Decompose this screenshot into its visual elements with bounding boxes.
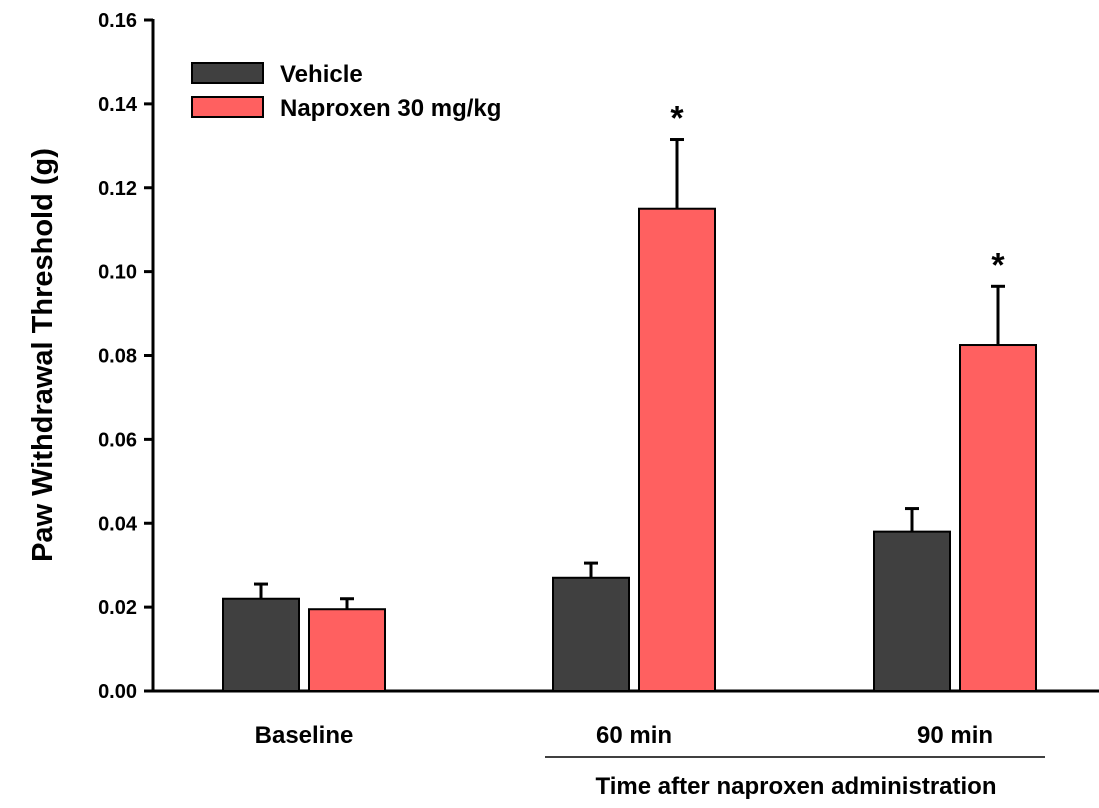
bar <box>222 597 300 692</box>
y-tick-label: 0.14 <box>98 94 138 116</box>
bar <box>308 608 386 692</box>
legend-swatch <box>191 62 264 84</box>
bars: ** <box>222 100 1037 693</box>
legend-swatch <box>191 96 264 118</box>
y-tick-label: 0.08 <box>98 346 137 368</box>
y-tick-label: 0.12 <box>98 178 137 200</box>
x-tick-label: Baseline <box>255 722 354 749</box>
bar <box>552 576 630 692</box>
y-tick-label: 0.10 <box>98 262 137 284</box>
bar <box>959 344 1037 692</box>
significance-mark: * <box>670 100 684 138</box>
x-tick-label: 90 min <box>917 722 993 749</box>
legend-label: Vehicle <box>280 61 363 88</box>
y-axis: 0.00 0.02 0.04 0.06 0.08 0.10 0.12 0.14 0.16 <box>98 10 155 703</box>
y-tick-label: 0.02 <box>98 597 137 619</box>
legend: Vehicle Naproxen 30 mg/kg <box>191 61 501 122</box>
bar <box>873 530 951 693</box>
y-tick-label: 0.06 <box>98 429 137 451</box>
bar <box>638 207 716 692</box>
y-tick-label: 0.00 <box>98 681 137 703</box>
y-axis-title: Paw Withdrawal Threshold (g) <box>27 148 59 562</box>
x-tick-label: 60 min <box>596 722 672 749</box>
y-tick-label: 0.04 <box>98 513 138 535</box>
x-axis: Baseline 60 min 90 min <box>151 689 1099 758</box>
legend-label: Naproxen 30 mg/kg <box>280 95 501 122</box>
x-axis-title: Time after naproxen administration <box>596 773 997 800</box>
significance-mark: * <box>991 246 1005 284</box>
y-tick-label: 0.16 <box>98 10 137 32</box>
